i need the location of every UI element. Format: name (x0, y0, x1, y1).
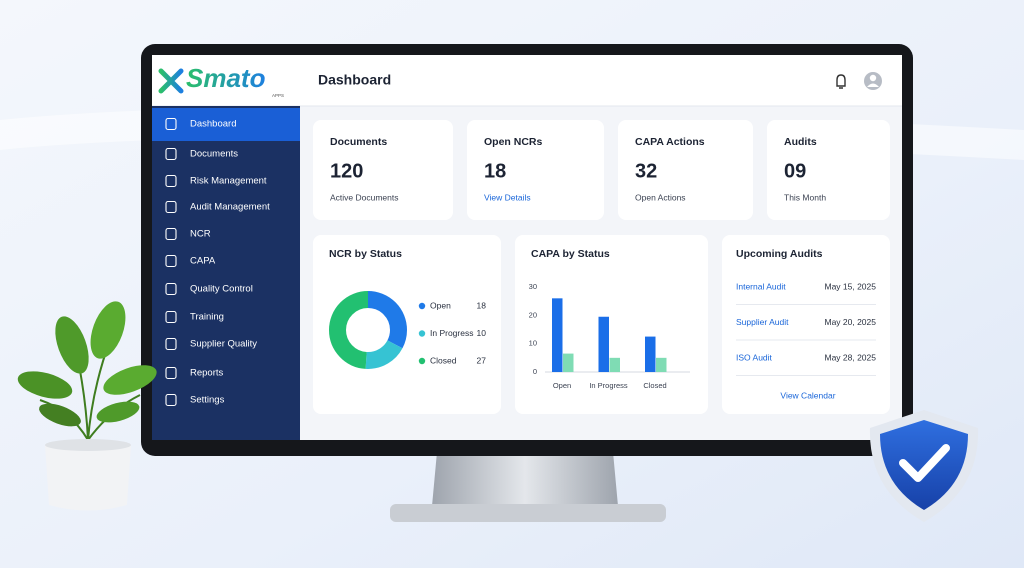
nav-icon (165, 254, 177, 268)
view-calendar[interactable]: View Calendar (780, 390, 835, 400)
nav-item[interactable]: Dashboard (190, 119, 236, 130)
sidebar-items: Dashboard Documents Risk Management Audit M… (165, 117, 270, 407)
nav-item[interactable]: Quality Control (190, 284, 253, 295)
nav-icon (165, 174, 177, 188)
stat-title: Audits (784, 136, 817, 148)
nav-icon (165, 147, 177, 161)
nav-icon (165, 310, 177, 324)
nav-icon (165, 117, 177, 131)
legend-label: Closed (430, 355, 457, 365)
nav-item[interactable]: Risk Management (190, 176, 267, 187)
nav-icon (165, 393, 177, 407)
donut-segment (329, 291, 407, 369)
stat-caption: Open Actions (635, 192, 686, 202)
stat-value: 18 (484, 160, 506, 182)
y-tick-label: 10 (529, 339, 537, 348)
stat-card (767, 120, 890, 220)
stat-card (618, 120, 753, 220)
legend-label: In Progress (430, 328, 473, 338)
audit-name[interactable]: ISO Audit (736, 352, 773, 362)
audit-date: May 28, 2025 (824, 352, 876, 362)
legend-label: Open (430, 300, 451, 310)
nav-icon (165, 227, 177, 241)
nav-item[interactable]: Audit Management (190, 202, 270, 213)
capa-chart: 0 10 20 30 Open In Progress Closed (529, 282, 690, 390)
page-title: Dashboard (318, 72, 391, 88)
stat-cards: Documents 120 Active Documents Open NCRs 18 V… (313, 120, 890, 220)
logo-icon (158, 68, 184, 94)
ncr-card (313, 235, 501, 414)
monitor-base (390, 504, 666, 522)
bar (609, 357, 620, 372)
stat-title: Documents (330, 136, 387, 148)
monitor-neck (432, 452, 618, 506)
y-tick-label: 0 (533, 367, 537, 376)
bar (563, 353, 574, 372)
legend-dot (418, 302, 426, 310)
bar (656, 357, 667, 372)
x-tick-label: Closed (643, 381, 666, 390)
nav-item[interactable]: Training (190, 312, 224, 323)
card-title: NCR by Status (329, 248, 402, 260)
stat-value: 120 (330, 160, 363, 182)
audit-name[interactable]: Internal Audit (736, 281, 786, 291)
nav-icon (165, 200, 177, 214)
legend-value: 18 (477, 300, 487, 310)
donut-segment (329, 291, 407, 369)
legend-value: 27 (477, 355, 487, 365)
sidebar (152, 106, 300, 440)
legend-dot (418, 330, 426, 337)
audit-name[interactable]: Supplier Audit (736, 317, 789, 327)
sidebar-active (152, 108, 300, 141)
x-tick-label: Open (553, 381, 571, 390)
nav-item[interactable]: Documents (190, 149, 238, 160)
nav-item[interactable]: NCR (190, 229, 211, 240)
ncr-chart: Open 18 In Progress 10 Closed 27 (329, 291, 487, 369)
stat-title: Open NCRs (484, 136, 543, 148)
bell-icon[interactable] (836, 74, 846, 89)
nav-icon (165, 366, 177, 380)
audit-date: May 15, 2025 (824, 281, 876, 291)
stat-value: 32 (635, 160, 657, 182)
y-tick-label: 30 (529, 282, 537, 291)
nav-icon (165, 282, 177, 296)
stat-card (313, 120, 453, 220)
avatar-head (869, 74, 877, 82)
audit-list: Internal Audit May 15, 2025 Supplier Audit… (736, 281, 876, 376)
stat-link[interactable]: View Details (484, 192, 531, 202)
audits-card (722, 235, 890, 414)
x-tick-label: In Progress (589, 381, 628, 390)
nav-item[interactable]: Supplier Quality (190, 339, 257, 350)
stat-value: 09 (784, 160, 806, 182)
bar (645, 336, 656, 372)
stat-caption: Active Documents (330, 192, 399, 202)
nav-item[interactable]: Settings (190, 395, 225, 406)
card-title: CAPA by Status (531, 248, 610, 260)
stat-title: CAPA Actions (635, 136, 705, 148)
stat-caption: This Month (784, 192, 826, 202)
brand-name: Smato (186, 63, 266, 93)
bar (598, 316, 609, 372)
avatar-body (867, 83, 879, 87)
y-tick-label: 20 (529, 310, 537, 319)
nav-item[interactable]: Reports (190, 368, 224, 379)
brand-tag: APPS (272, 93, 284, 98)
audit-date: May 20, 2025 (824, 317, 876, 327)
nav-icon (165, 337, 177, 351)
bar (552, 298, 563, 372)
card-title: Upcoming Audits (736, 248, 823, 260)
legend-value: 10 (477, 328, 487, 338)
header (152, 55, 902, 106)
stat-card (467, 120, 604, 220)
nav-item[interactable]: CAPA (190, 256, 216, 267)
plant (17, 301, 157, 511)
legend-dot (418, 357, 426, 365)
shield (869, 410, 979, 522)
